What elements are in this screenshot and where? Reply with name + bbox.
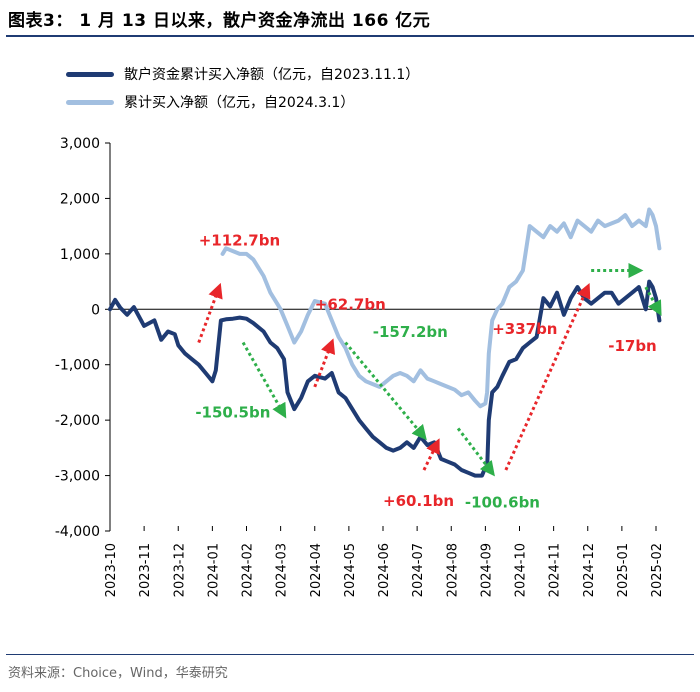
legend-entry-cumulative: 累计买入净额（亿元，自2024.3.1） xyxy=(66,90,419,114)
legend-swatch-retail xyxy=(66,71,114,77)
annotation-label: +112.7bn xyxy=(199,232,280,250)
series-line-1 xyxy=(220,207,662,409)
annotation-label: -157.2bn xyxy=(373,323,448,341)
chart-series xyxy=(108,207,662,478)
x-tick-label: 2024-10 xyxy=(514,543,529,597)
legend-label-retail: 散户资金累计买入净额（亿元，自2023.11.1） xyxy=(124,67,420,83)
x-tick-label: 2024-11 xyxy=(548,543,563,597)
y-tick-label: 2,000 xyxy=(60,191,100,207)
x-tick-label: 2024-05 xyxy=(343,543,358,597)
annotation-label: -100.6bn xyxy=(465,494,540,512)
annotation-label: -17bn xyxy=(608,337,657,355)
y-tick-label: -3,000 xyxy=(55,469,100,485)
y-tick-label: 3,000 xyxy=(60,136,100,152)
x-tick-label: 2024-01 xyxy=(206,543,221,597)
x-tick-label: 2023-12 xyxy=(172,543,187,597)
annotation-label: +60.1bn xyxy=(383,492,454,510)
y-tick-label: -1,000 xyxy=(55,358,100,374)
annotation-arrow xyxy=(644,286,662,317)
x-tick-label: 2024-04 xyxy=(309,543,324,597)
legend-entry-retail: 散户资金累计买入净额（亿元，自2023.11.1） xyxy=(66,62,419,86)
x-tick-label: 2023-10 xyxy=(104,543,119,597)
y-tick-label: 1,000 xyxy=(60,247,100,263)
x-tick-label: 2024-09 xyxy=(479,543,494,597)
source-note: 资料来源：Choice，Wind，华泰研究 xyxy=(8,666,228,681)
x-tick-label: 2024-06 xyxy=(377,543,392,597)
x-tick-label: 2025-01 xyxy=(616,543,631,597)
y-tick-label: -2,000 xyxy=(55,413,100,429)
y-tick-label: 0 xyxy=(91,302,100,318)
legend-label-cumulative: 累计买入净额（亿元，自2024.3.1） xyxy=(124,95,355,111)
chart-legend: 散户资金累计买入净额（亿元，自2023.11.1） 累计买入净额（亿元，自202… xyxy=(66,62,419,118)
annotation-arrow xyxy=(422,438,440,471)
x-tick-label: 2024-12 xyxy=(582,543,597,597)
series-line-0 xyxy=(108,279,662,478)
y-tick-label: -4,000 xyxy=(55,524,100,540)
x-tick-label: 2024-08 xyxy=(445,543,460,597)
source-divider xyxy=(6,654,694,655)
x-tick-label: 2024-07 xyxy=(411,543,426,597)
annotation-label: +62.7bn xyxy=(315,295,386,313)
x-tick-label: 2025-02 xyxy=(650,543,665,597)
annotation-arrow xyxy=(504,283,591,471)
annotation-arrow xyxy=(313,338,336,388)
title-divider xyxy=(6,35,694,37)
x-tick-label: 2024-03 xyxy=(275,543,290,597)
x-tick-label: 2023-11 xyxy=(138,543,153,597)
annotation-label: -150.5bn xyxy=(195,403,270,421)
chart-annotations: +112.7bn +62.7bn -157.2bn +337bn -150.5bn +60… xyxy=(195,232,662,512)
annotation-label: +337bn xyxy=(492,320,557,338)
annotation-arrow xyxy=(197,282,223,344)
annotation-arrow xyxy=(241,341,287,419)
page-title: 图表3： 1 月 13 日以来，散户资金净流出 166 亿元 xyxy=(8,11,431,31)
legend-swatch-cumulative xyxy=(66,99,114,105)
annotation-arrow xyxy=(344,341,427,441)
x-tick-label: 2024-02 xyxy=(241,543,256,597)
chart-axes: 3,000 2,000 1,000 0 -1,000 -2,000 -3,000 -4,000… xyxy=(55,136,665,597)
